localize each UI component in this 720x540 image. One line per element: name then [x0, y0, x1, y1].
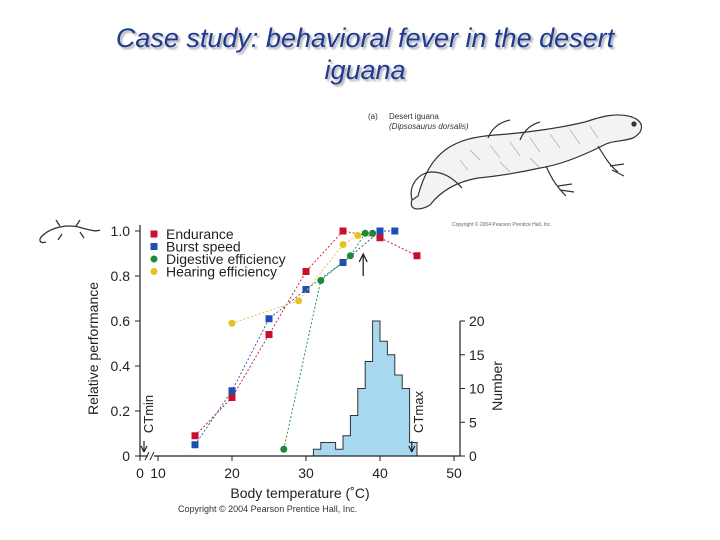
y2-tick-label: 10	[469, 381, 485, 397]
legend-label: Hearing efficiency	[166, 264, 277, 280]
axis-break-mark	[149, 451, 155, 461]
data-point	[191, 441, 199, 449]
data-point	[346, 252, 354, 260]
copyright-bottom: Copyright © 2004 Pearson Prentice Hall, …	[178, 504, 358, 514]
species-name: Desert iguana	[389, 112, 439, 121]
y2-tick-label: 0	[469, 448, 477, 464]
data-point	[302, 286, 310, 293]
legend-marker	[150, 268, 158, 275]
x-axis-label: Body temperature (˚C)	[230, 485, 369, 501]
x-tick-label: 0	[136, 465, 144, 481]
title-line-1: Case study: behavioral fever in the dese…	[115, 23, 615, 53]
data-point	[339, 227, 347, 235]
legend-label: Endurance	[166, 226, 234, 242]
data-point	[339, 241, 347, 248]
panel-label: (a)	[368, 112, 378, 121]
data-point	[376, 234, 384, 242]
iguana-tail	[410, 171, 463, 201]
y-axis-label: Relative performance	[85, 282, 101, 415]
lizard-icon	[39, 219, 101, 244]
x-tick-label: 40	[372, 465, 388, 481]
ctmax-arrow	[408, 441, 416, 453]
x-tick-label: 20	[224, 465, 240, 481]
data-point	[265, 315, 273, 323]
legend-label: Burst speed	[166, 239, 241, 255]
x-tick-label: 50	[446, 465, 462, 481]
data-point	[228, 394, 236, 401]
iguana-hind-leg	[545, 165, 575, 197]
preferred-temp-arrow	[358, 252, 368, 276]
y-tick-label: 0	[122, 448, 130, 464]
data-point	[228, 319, 236, 327]
legend-marker	[150, 243, 158, 250]
y-tick-label: 0.2	[111, 403, 131, 419]
iguana-upper-legs	[487, 119, 541, 141]
data-point	[413, 252, 421, 260]
y2-tick-label: 20	[469, 313, 485, 329]
iguana-eye	[631, 121, 637, 127]
y2-tick-label: 15	[469, 347, 485, 363]
legend-label: Digestive efficiency	[166, 251, 286, 267]
data-point	[191, 432, 199, 440]
slide-title: Case study: behavioral fever in the dese…	[30, 22, 700, 86]
iguana-front-leg	[597, 145, 625, 177]
title-line-2: iguana	[324, 55, 406, 85]
data-point	[361, 229, 369, 237]
y2-axis-label: Number	[489, 361, 505, 411]
data-point	[369, 229, 377, 237]
data-point	[295, 297, 303, 305]
copyright-top: Copyright © 2004 Pearson Prentice Hall, …	[452, 222, 552, 228]
axis-break-mark	[144, 451, 150, 461]
y2-tick-label: 5	[469, 414, 477, 430]
data-point	[354, 232, 362, 239]
data-point	[265, 331, 273, 338]
iguana-texture	[459, 125, 599, 173]
histogram-area	[312, 320, 418, 457]
ctmax-label: CTmax	[411, 391, 426, 433]
ctmin-label: CTmin	[141, 395, 156, 433]
y-tick-label: 1.0	[111, 223, 131, 239]
species-latin: (Dipsosaurus dorsalis)	[389, 122, 469, 131]
data-point	[228, 387, 236, 395]
x-tick-label: 30	[298, 465, 314, 481]
legend-marker	[150, 230, 158, 238]
iguana-illustration	[410, 114, 643, 210]
x-tick-label: 10	[150, 465, 166, 481]
data-point	[376, 227, 384, 235]
data-point	[280, 445, 288, 453]
data-point	[317, 277, 325, 284]
y-tick-label: 0.4	[111, 358, 131, 374]
data-point	[302, 268, 310, 275]
data-point	[391, 227, 399, 235]
iguana-body	[410, 114, 643, 210]
y-tick-label: 0.6	[111, 313, 131, 329]
legend-marker	[150, 255, 158, 263]
ctmin-arrow	[140, 441, 148, 453]
y-tick-label: 0.8	[111, 268, 131, 284]
